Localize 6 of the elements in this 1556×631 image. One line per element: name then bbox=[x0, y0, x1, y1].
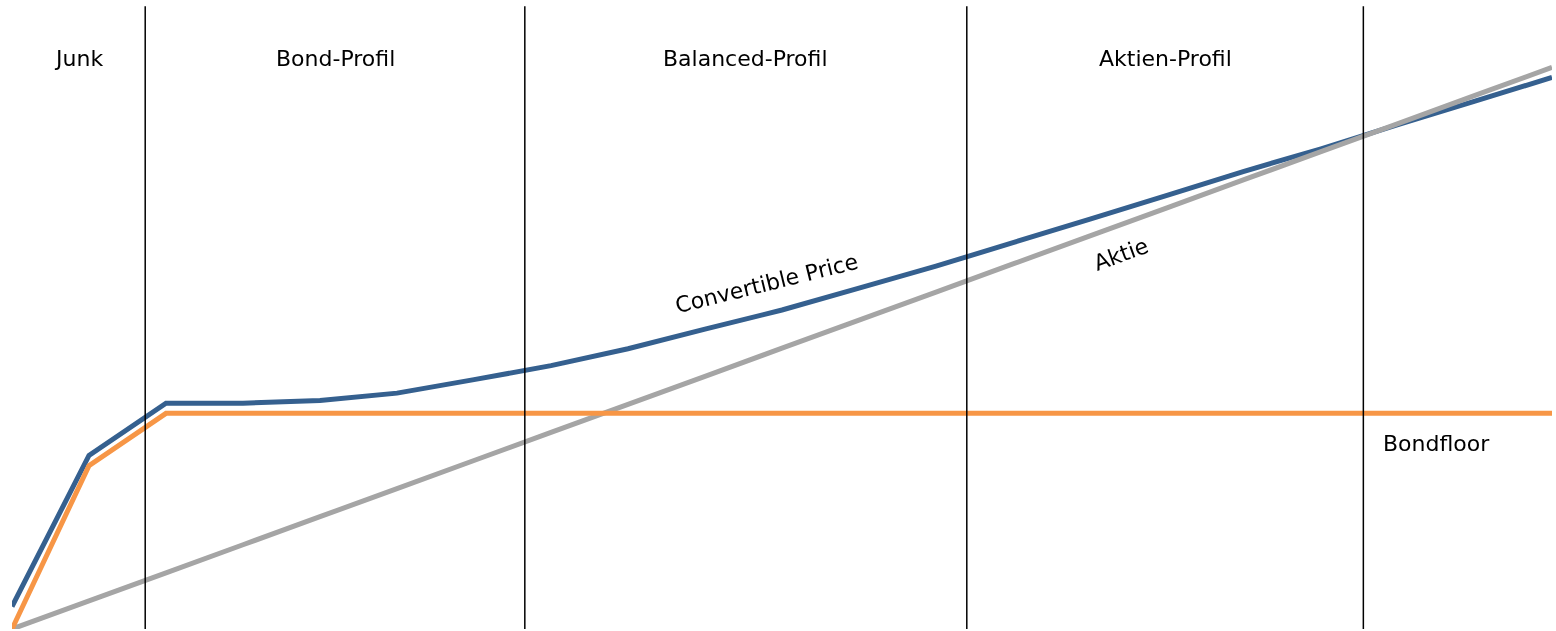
annotation: Balanced-Profil bbox=[663, 46, 828, 71]
annotation: Bond-Profil bbox=[276, 46, 396, 71]
annotation: Junk bbox=[54, 46, 104, 71]
series-label: Bondfloor bbox=[1383, 431, 1491, 456]
text: Aktie bbox=[1090, 233, 1152, 276]
annotation: Aktien-Profil bbox=[1099, 46, 1232, 71]
